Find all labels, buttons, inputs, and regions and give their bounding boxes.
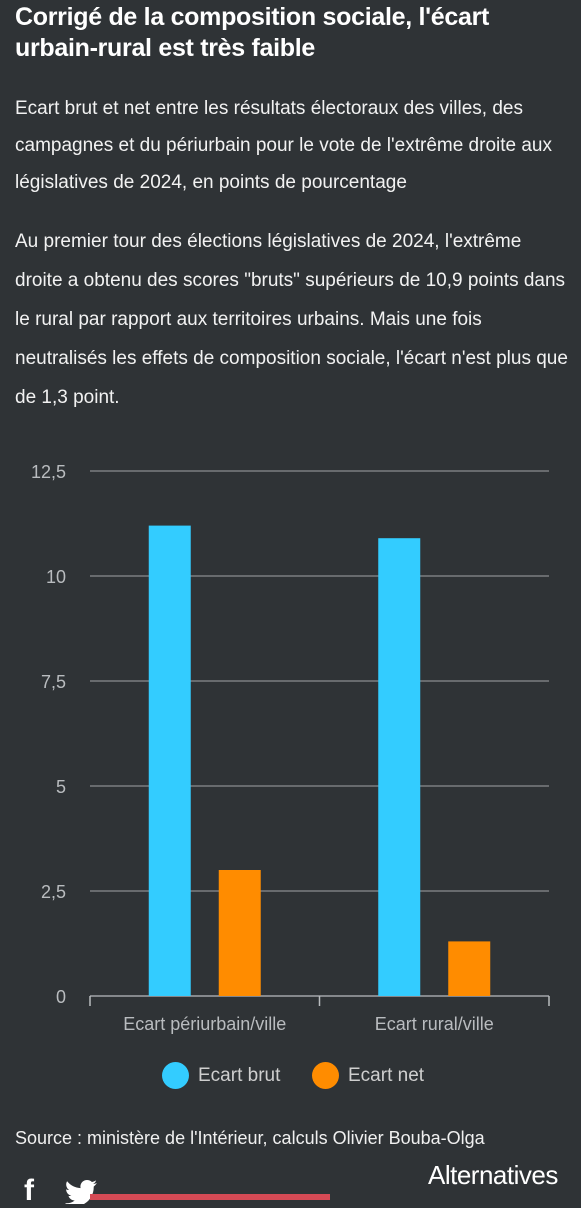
source-note: Source : ministère de l'Intérieur, calcu… [15, 1128, 485, 1148]
facebook-icon[interactable]: f [24, 1174, 34, 1207]
bar-brut [148, 525, 191, 996]
y-tick-label: 7,5 [41, 672, 66, 692]
bar-chart: 0 2,5 5 7,5 10 12,5 Ecart périurbain/ville Ecar… [31, 462, 550, 1034]
y-tick-label: 10 [46, 567, 66, 587]
legend-item-brut[interactable]: Ecart brut [162, 1062, 280, 1089]
legend-item-net[interactable]: Ecart net [312, 1062, 424, 1089]
legend-label-brut: Ecart brut [198, 1064, 281, 1086]
legend-dot-net-icon [312, 1062, 339, 1089]
x-category-label: Ecart rural/ville [375, 1014, 494, 1034]
chart-subtitle: Ecart brut et net entre les résultats él… [15, 98, 553, 193]
x-category-label: Ecart périurbain/ville [123, 1014, 286, 1034]
bottom-accent-rule [90, 1194, 330, 1200]
y-tick-label: 12,5 [31, 462, 66, 482]
legend-label-net: Ecart net [348, 1064, 425, 1086]
chart-intro-text: Au premier tour des élections législativ… [15, 231, 568, 408]
y-tick-label: 5 [56, 777, 66, 797]
y-tick-label: 2,5 [41, 882, 66, 902]
y-tick-label: 0 [56, 987, 66, 1007]
legend-dot-brut-icon [162, 1062, 189, 1089]
chart-legend: Ecart brut Ecart net [0, 1062, 581, 1094]
bar-net [218, 870, 261, 996]
bar-net [448, 941, 491, 996]
twitter-icon[interactable] [64, 1180, 98, 1204]
bar-brut [378, 538, 421, 996]
chart-title: Corrigé de la composition sociale, l'éca… [15, 3, 490, 62]
alternatives-logo[interactable]: Alternatives [428, 1160, 558, 1190]
